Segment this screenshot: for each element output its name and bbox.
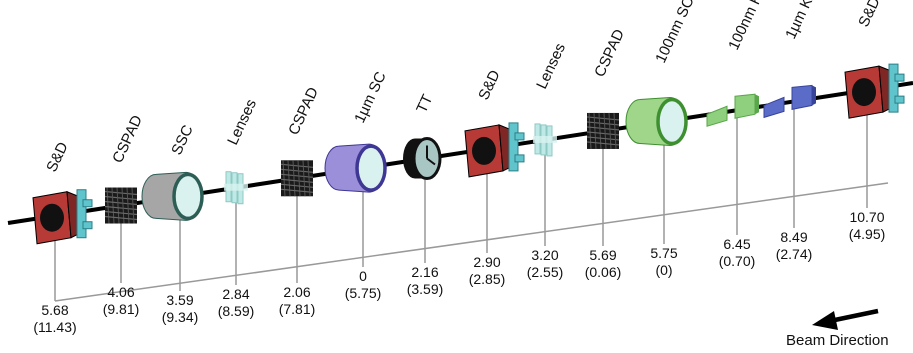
distance-paren-value: (5.75) <box>345 285 382 301</box>
component-name: 100nm SC <box>652 0 697 66</box>
distance-paren-value: (3.59) <box>407 281 444 297</box>
component-name: 1µm SC <box>351 69 390 126</box>
component-icons <box>32 63 905 245</box>
distance-paren-value: (9.34) <box>162 309 199 325</box>
component-name: S&D <box>43 139 72 174</box>
distance-value: 5.68 <box>41 302 68 318</box>
beam-direction-label: Beam Direction <box>786 332 889 349</box>
chamber-cylinder-icon <box>141 171 204 221</box>
detector-grid-icon <box>586 112 620 149</box>
component-name: SSC <box>168 122 197 157</box>
kb-mirror-icon <box>763 84 816 119</box>
distance-paren-value: (8.59) <box>218 303 255 319</box>
detector-grid-icon <box>280 160 314 197</box>
component-name: S&D <box>475 67 504 102</box>
component-name: Lenses <box>533 41 569 92</box>
distance-value: 2.16 <box>411 264 438 280</box>
distance-value: 3.20 <box>531 247 558 263</box>
component-names: S&D CSPAD SSC Lenses CSPAD 1µm SC TT S&D Lenses C… <box>43 0 884 175</box>
distance-paren-value: (7.81) <box>279 301 316 317</box>
component-name: CSPAD <box>109 113 146 166</box>
distance-paren-value: (2.55) <box>527 264 564 280</box>
distance-value: 5.69 <box>589 247 616 263</box>
kb-mirror-icon <box>706 93 759 127</box>
distance-value: 2.84 <box>222 286 249 302</box>
distance-paren-value: (11.43) <box>33 319 76 335</box>
clock-icon <box>403 136 442 180</box>
component-name: CSPAD <box>285 85 322 138</box>
distance-paren-value: (0) <box>655 262 672 278</box>
shield-detector-icon <box>844 63 905 119</box>
chamber-cylinder-icon <box>324 143 387 193</box>
distance-paren-value: (0.70) <box>719 253 756 269</box>
shield-detector-icon <box>32 189 93 245</box>
distance-value: 0 <box>359 268 367 284</box>
chamber-cylinder-icon <box>625 97 688 147</box>
component-name: S&D <box>855 0 884 30</box>
lenses-icon <box>224 171 248 205</box>
distance-value: 2.90 <box>473 254 500 270</box>
distance-value: 4.06 <box>107 284 134 300</box>
leader-rail <box>54 182 889 302</box>
component-name: 100nm KB <box>725 0 770 53</box>
component-name: CSPAD <box>591 27 628 80</box>
position-values: 5.68(11.43) 4.06(9.81) 3.59(9.34) 2.84(8.59… <box>33 209 885 335</box>
component-name: Lenses <box>224 97 260 148</box>
distance-paren-value: (4.95) <box>849 226 886 242</box>
component-name: TT <box>413 92 436 116</box>
distance-value: 8.49 <box>780 229 807 245</box>
distance-paren-value: (9.81) <box>103 301 140 317</box>
distance-value: 3.59 <box>166 292 193 308</box>
distance-value: 5.75 <box>650 245 677 261</box>
distance-value: 10.70 <box>849 209 884 225</box>
distance-value: 6.45 <box>723 236 750 252</box>
lenses-icon <box>533 123 557 157</box>
distance-paren-value: (0.06) <box>585 264 622 280</box>
shield-detector-icon <box>464 122 525 178</box>
beam-direction-arrow-icon <box>812 308 879 330</box>
detector-grid-icon <box>104 187 138 224</box>
distance-value: 2.06 <box>283 284 310 300</box>
distance-paren-value: (2.85) <box>469 271 506 287</box>
distance-paren-value: (2.74) <box>776 246 813 262</box>
component-name: 1µm KB <box>782 0 820 42</box>
